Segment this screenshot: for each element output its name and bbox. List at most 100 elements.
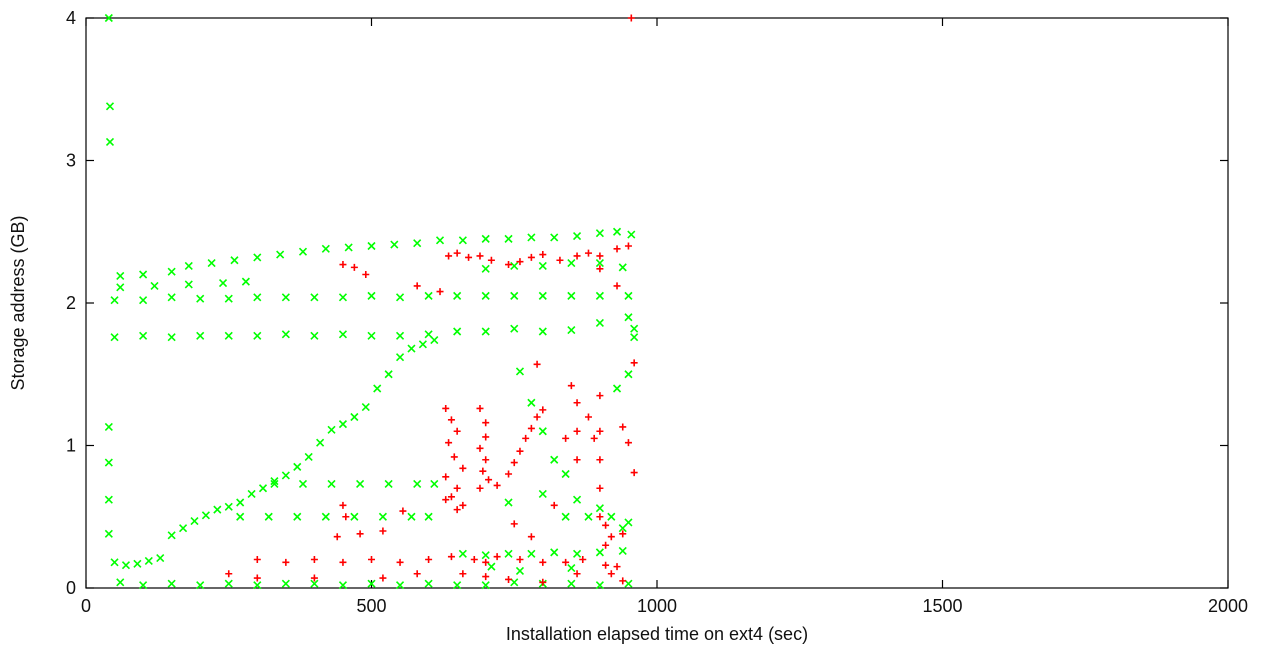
green-x-point [105, 137, 115, 147]
green-x-point [418, 340, 427, 349]
red-plus-point [624, 439, 632, 447]
red-plus-point [447, 553, 455, 561]
green-x-point [481, 327, 490, 336]
green-x-point [270, 477, 279, 486]
green-x-point [116, 271, 125, 280]
green-x-point [241, 277, 250, 286]
green-x-point [550, 233, 559, 242]
red-plus-point [516, 447, 524, 455]
red-plus-point [505, 575, 513, 583]
green-x-point [424, 579, 433, 588]
green-x-point [224, 502, 233, 511]
red-plus-point [613, 282, 621, 290]
red-plus-point [482, 419, 490, 427]
green-x-point [338, 420, 348, 429]
axis-ticks [85, 17, 1229, 589]
red-plus-point [596, 484, 604, 492]
green-x-point [595, 581, 604, 590]
red-plus-point [573, 570, 581, 578]
green-x-point [144, 556, 153, 565]
green-x-point [538, 261, 547, 271]
green-x-point [367, 579, 376, 588]
green-x-point [184, 280, 193, 289]
green-x-point [538, 489, 547, 499]
red-plus-point [445, 252, 453, 260]
red-plus-point [459, 570, 467, 578]
red-plus-point [282, 558, 290, 566]
green-x-point [196, 294, 205, 303]
green-x-point [595, 548, 604, 557]
red-plus-point [479, 467, 487, 475]
green-x-point [321, 244, 330, 253]
green-x-point [515, 367, 525, 376]
green-x-point [458, 549, 467, 558]
red-plus-point [493, 481, 501, 489]
green-x-point [116, 578, 125, 587]
green-x-point [453, 291, 462, 300]
red-plus-point [596, 456, 604, 464]
green-x-point [567, 579, 576, 588]
red-plus-point [425, 556, 433, 563]
red-plus-point [362, 271, 370, 278]
red-plus-point [445, 439, 453, 447]
green-x-point [561, 469, 570, 479]
green-x-point [413, 239, 422, 248]
green-x-point [624, 291, 633, 300]
red-plus-point [459, 464, 467, 472]
green-x-point [567, 563, 576, 573]
green-x-point [624, 370, 633, 379]
red-plus-point [562, 558, 570, 566]
red-plus-point [627, 14, 635, 22]
red-plus-point [436, 288, 444, 296]
green-x-point [515, 566, 525, 575]
red-plus-point [350, 263, 358, 271]
green-x-point [133, 559, 142, 568]
green-x-point [281, 471, 290, 480]
red-plus-point [339, 558, 347, 566]
red-plus-point [562, 434, 570, 442]
red-plus-point [476, 252, 484, 260]
red-plus-point [225, 570, 233, 578]
green-x-point [424, 291, 433, 300]
green-x-point [298, 247, 308, 256]
green-x-point [367, 331, 376, 340]
green-x-point [384, 370, 393, 379]
red-plus-point [476, 404, 484, 412]
green-x-point [567, 291, 576, 300]
red-plus-point [527, 424, 535, 432]
green-x-point [458, 236, 467, 245]
red-plus-point [442, 473, 450, 481]
red-plus-point [253, 556, 261, 563]
green-x-point [567, 326, 576, 335]
green-x-point [572, 495, 582, 504]
green-x-point [624, 313, 633, 322]
red-plus-point [613, 245, 621, 253]
green-x-point [253, 331, 262, 340]
red-plus-point [630, 469, 638, 477]
red-plus-point [447, 416, 455, 424]
green-x-point [338, 330, 348, 339]
green-x-point [104, 13, 113, 23]
green-x-point [550, 455, 559, 464]
x-tick-label: 2000 [1208, 596, 1248, 616]
green-x-point [627, 230, 636, 239]
red-plus-point [442, 404, 450, 412]
green-x-point [361, 402, 370, 412]
green-x-point [595, 504, 604, 513]
red-plus-point [596, 392, 604, 400]
green-x-point [538, 327, 547, 336]
green-x-point [612, 227, 622, 236]
red-plus-point [450, 453, 458, 461]
y-tick-label: 2 [66, 293, 76, 313]
green-x-point [281, 579, 290, 588]
green-x-point [424, 330, 433, 339]
red-plus-point [453, 484, 461, 492]
red-plus-point [487, 256, 495, 264]
red-plus-point [522, 434, 530, 442]
green-x-point [236, 498, 245, 507]
green-x-point [247, 489, 256, 499]
y-axis-title: Storage address (GB) [8, 215, 28, 390]
green-x-point [105, 102, 115, 111]
green-x-point [281, 293, 290, 302]
green-x-point [350, 412, 359, 422]
